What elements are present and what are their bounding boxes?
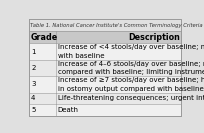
- Text: 4: 4: [31, 95, 35, 101]
- Text: Increase of 4–6 stools/day over baseline; mode: Increase of 4–6 stools/day over baseline…: [58, 61, 204, 66]
- Text: Description: Description: [128, 33, 180, 42]
- Bar: [29, 104, 181, 116]
- Bar: [29, 19, 181, 31]
- Text: Table 1. National Cancer Institute's Common Terminology Criteria for Adverse Eve: Table 1. National Cancer Institute's Com…: [30, 23, 204, 28]
- Text: Death: Death: [58, 107, 79, 113]
- Text: 1: 1: [31, 49, 35, 55]
- Text: with baseline: with baseline: [58, 53, 104, 59]
- Text: in ostomy output compared with baseline; limi: in ostomy output compared with baseline;…: [58, 86, 204, 92]
- Text: Increase of ≥7 stools/day over baseline; hospi: Increase of ≥7 stools/day over baseline;…: [58, 77, 204, 83]
- Text: Increase of <4 stools/day over baseline; mild i: Increase of <4 stools/day over baseline;…: [58, 44, 204, 50]
- Text: 3: 3: [31, 81, 35, 87]
- Text: Grade: Grade: [31, 33, 58, 42]
- Bar: [29, 60, 181, 76]
- Bar: [29, 76, 181, 93]
- Text: 2: 2: [31, 65, 35, 71]
- Bar: [29, 93, 181, 104]
- Text: Life-threatening consequences; urgent interve: Life-threatening consequences; urgent in…: [58, 95, 204, 101]
- Text: compared with baseline; limiting instrumental: compared with baseline; limiting instrum…: [58, 69, 204, 75]
- Text: 5: 5: [31, 107, 35, 113]
- Bar: [29, 43, 181, 60]
- Bar: [29, 31, 181, 43]
